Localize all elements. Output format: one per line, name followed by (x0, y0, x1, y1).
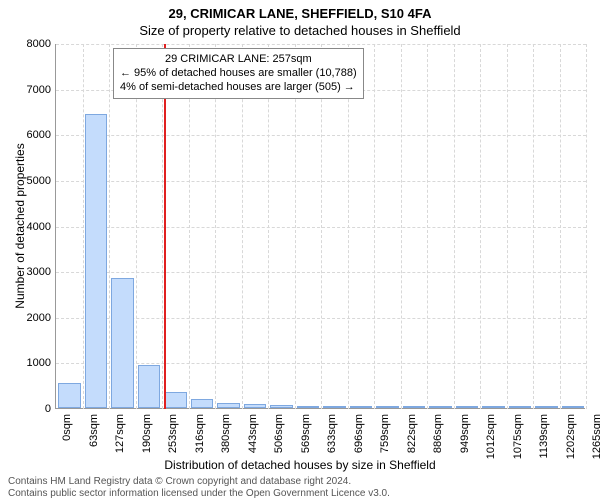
histogram-bar (350, 406, 373, 408)
histogram-bar (164, 392, 187, 408)
y-tick-label: 4000 (11, 221, 51, 233)
histogram-bar (562, 406, 585, 408)
histogram-bar (138, 365, 161, 408)
grid-line (427, 44, 428, 409)
grid-line (401, 44, 402, 409)
histogram-bar (323, 406, 346, 408)
y-tick-label: 7000 (11, 84, 51, 96)
y-tick-label: 6000 (11, 129, 51, 141)
histogram-bar (535, 406, 558, 408)
grid-line (109, 44, 110, 409)
grid-line (480, 44, 481, 409)
page-title-address: 29, CRIMICAR LANE, SHEFFIELD, S10 4FA (0, 0, 600, 21)
histogram-bar (376, 406, 399, 408)
x-axis-label: Distribution of detached houses by size … (0, 458, 600, 472)
page-title-desc: Size of property relative to detached ho… (0, 21, 600, 38)
histogram-chart: 29 CRIMICAR LANE: 257sqm ← 95% of detach… (55, 44, 585, 409)
footnote-1: Contains HM Land Registry data © Crown c… (8, 476, 351, 487)
grid-line (586, 44, 587, 409)
y-tick-label: 8000 (11, 38, 51, 50)
y-tick-label: 0 (11, 403, 51, 415)
histogram-bar (191, 399, 214, 408)
annotation-box: 29 CRIMICAR LANE: 257sqm ← 95% of detach… (113, 48, 364, 99)
anno-line-2: ← 95% of detached houses are smaller (10… (120, 67, 357, 81)
y-tick-label: 1000 (11, 357, 51, 369)
footnote-2: Contains public sector information licen… (8, 488, 390, 499)
histogram-bar (297, 406, 320, 408)
histogram-bar (85, 114, 108, 408)
histogram-bar (429, 406, 452, 408)
histogram-bar (244, 404, 267, 408)
grid-line (507, 44, 508, 409)
grid-line (560, 44, 561, 409)
histogram-bar (111, 278, 134, 408)
grid-line (533, 44, 534, 409)
histogram-bar (509, 406, 532, 408)
anno-line-3: 4% of semi-detached houses are larger (5… (120, 81, 357, 95)
histogram-bar (403, 406, 426, 408)
histogram-bar (270, 405, 293, 408)
y-tick-label: 2000 (11, 312, 51, 324)
y-tick-label: 3000 (11, 266, 51, 278)
grid-line (454, 44, 455, 409)
anno-line-1: 29 CRIMICAR LANE: 257sqm (120, 53, 357, 67)
histogram-bar (217, 403, 240, 408)
histogram-bar (482, 406, 505, 408)
histogram-bar (58, 383, 81, 408)
histogram-bar (456, 406, 479, 408)
grid-line (374, 44, 375, 409)
grid-line (83, 44, 84, 409)
y-tick-label: 5000 (11, 175, 51, 187)
